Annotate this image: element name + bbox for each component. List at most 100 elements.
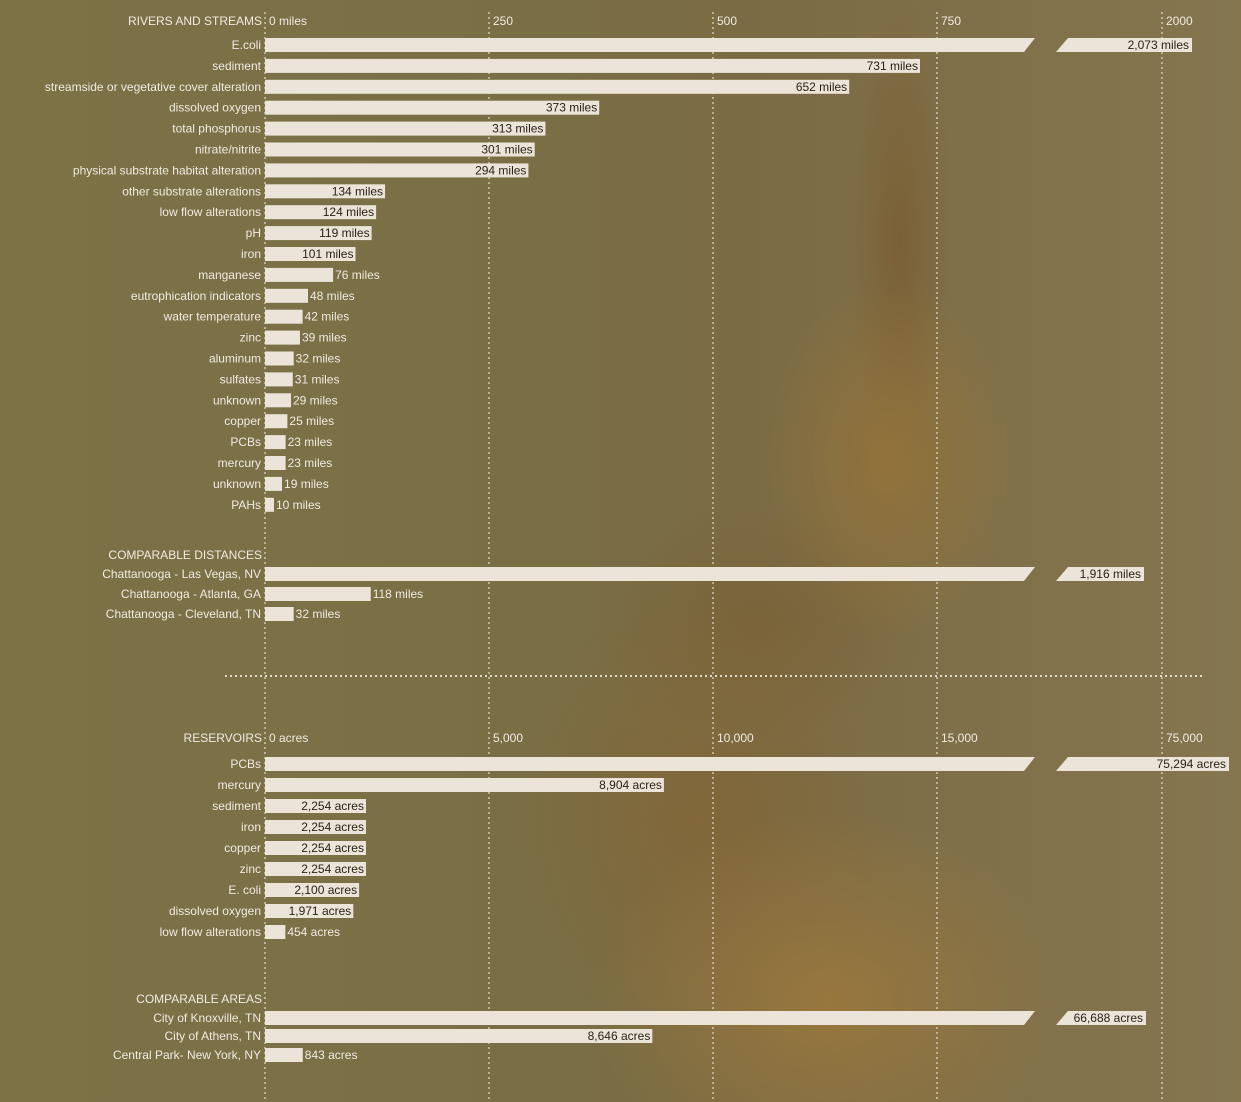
bar	[265, 309, 303, 324]
category-label: iron	[241, 247, 261, 261]
bar	[265, 757, 1035, 771]
bar	[265, 121, 546, 136]
category-label: dissolved oxygen	[169, 101, 261, 115]
category-label: copper	[224, 841, 261, 855]
bar	[265, 226, 372, 241]
category-label: other substrate alterations	[122, 184, 261, 198]
data-label: 2,100 acres	[294, 883, 357, 897]
axis-tick-label: 10,000	[717, 731, 754, 745]
data-label: 10 miles	[276, 498, 321, 512]
section-title: RESERVOIRS	[184, 731, 262, 745]
bar	[265, 799, 366, 813]
bar	[265, 607, 294, 621]
category-label: mercury	[218, 778, 261, 792]
bar	[265, 38, 1035, 52]
data-label: 118 miles	[373, 587, 423, 601]
data-label: 23 miles	[288, 435, 333, 449]
bar-continuation	[1056, 567, 1144, 581]
axis-tick-label: 750	[941, 14, 961, 28]
data-label: 2,073 miles	[1128, 38, 1189, 52]
bar	[265, 567, 1035, 581]
data-label: 23 miles	[288, 456, 333, 470]
bar-continuation	[1056, 1011, 1146, 1025]
bar	[265, 841, 366, 855]
category-label: copper	[224, 414, 261, 428]
section-title: COMPARABLE DISTANCES	[108, 548, 262, 562]
bar-continuation	[1056, 38, 1192, 52]
bar	[265, 497, 274, 512]
data-label: 2,254 acres	[301, 820, 364, 834]
data-label: 32 miles	[296, 352, 341, 366]
category-label: sediment	[212, 59, 261, 73]
axis-tick-label: 2000	[1166, 14, 1193, 28]
data-label: 313 miles	[492, 122, 543, 136]
category-label: iron	[241, 820, 261, 834]
category-label: E. coli	[228, 883, 261, 897]
data-label: 8,646 acres	[588, 1029, 651, 1043]
data-label: 294 miles	[475, 163, 526, 177]
data-label: 2,254 acres	[301, 799, 364, 813]
category-label: PAHs	[231, 498, 261, 512]
category-label: sulfates	[220, 372, 261, 386]
data-label: 731 miles	[867, 59, 918, 73]
category-label: zinc	[240, 862, 261, 876]
category-label: Chattanooga - Atlanta, GA	[121, 587, 261, 601]
category-label: total phosphorus	[172, 122, 261, 136]
category-label: eutrophication indicators	[131, 289, 261, 303]
bar	[265, 79, 850, 94]
bar	[265, 456, 286, 470]
bar	[265, 163, 529, 178]
category-label: unknown	[213, 477, 261, 491]
bar	[265, 435, 286, 450]
category-label: Chattanooga - Cleveland, TN	[106, 607, 261, 621]
section-title: COMPARABLE AREAS	[136, 992, 262, 1006]
bar	[265, 1011, 1035, 1025]
section-title: RIVERS AND STREAMS	[128, 14, 262, 28]
bar	[265, 862, 366, 876]
bar	[265, 267, 334, 282]
category-label: water temperature	[163, 310, 262, 324]
bar	[265, 476, 283, 491]
data-label: 2,254 acres	[301, 862, 364, 876]
category-label: City of Knoxville, TN	[153, 1011, 261, 1025]
bar	[265, 925, 286, 939]
axis-tick-label: 75,000	[1166, 731, 1203, 745]
category-label: physical substrate habitat alteration	[73, 163, 261, 177]
category-label: City of Athens, TN	[165, 1029, 262, 1043]
data-label: 119 miles	[319, 226, 369, 240]
category-label: pH	[246, 226, 261, 240]
data-label: 25 miles	[289, 414, 334, 428]
data-label: 8,904 acres	[599, 778, 662, 792]
data-label: 29 miles	[293, 393, 338, 407]
data-label: 652 miles	[796, 80, 847, 94]
data-label: 76 miles	[335, 268, 380, 282]
bar	[265, 820, 366, 834]
axis-tick-label: 500	[717, 14, 737, 28]
bar	[265, 393, 291, 408]
axis-tick-label: 0 acres	[269, 731, 308, 745]
bar	[265, 778, 664, 792]
bar	[265, 247, 356, 261]
data-label: 42 miles	[305, 310, 350, 324]
data-label: 31 miles	[295, 372, 340, 386]
category-label: PCBs	[230, 757, 261, 771]
bar	[265, 904, 354, 918]
bar-continuation	[1056, 757, 1229, 771]
bar	[265, 1048, 303, 1062]
category-label: aluminum	[209, 352, 261, 366]
data-label: 39 miles	[302, 331, 347, 345]
bar	[265, 372, 293, 387]
bar	[265, 351, 294, 366]
bar	[265, 205, 377, 220]
category-label: sediment	[212, 799, 261, 813]
axis-tick-label: 5,000	[493, 731, 523, 745]
data-label: 1,971 acres	[289, 904, 352, 918]
category-label: streamside or vegetative cover alteratio…	[45, 80, 261, 94]
bar	[265, 330, 300, 345]
axis-tick-label: 15,000	[941, 731, 978, 745]
axis-tick-label: 250	[493, 14, 513, 28]
data-label: 134 miles	[332, 184, 383, 198]
category-label: E.coli	[232, 38, 261, 52]
